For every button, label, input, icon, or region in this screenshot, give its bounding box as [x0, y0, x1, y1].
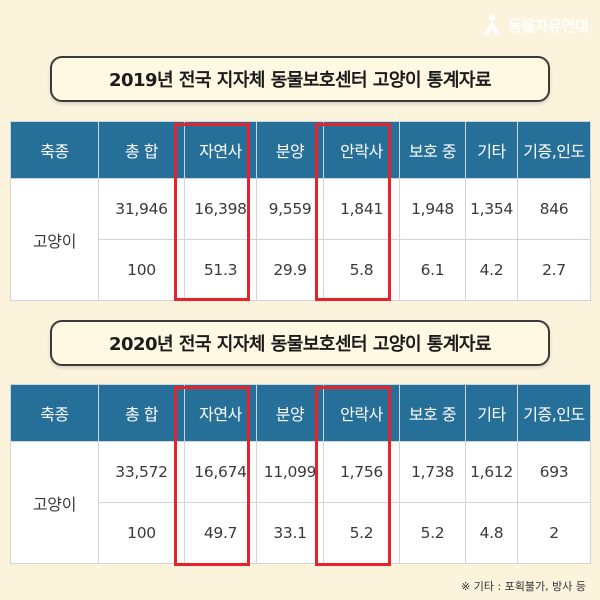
count-natural-death: 16,674	[184, 441, 257, 503]
header-total: 총 합	[98, 121, 185, 179]
header-in-protection: 보호 중	[399, 121, 466, 179]
count-donation: 846	[517, 178, 591, 240]
header-natural-death: 자연사	[184, 384, 257, 442]
table-2020-title: 2020년 전국 지자체 동물보호센터 고양이 통계자료	[50, 320, 550, 366]
table-row-percents: 100 51.3 29.9 5.8 6.1 4.2 2.7	[11, 239, 591, 301]
count-natural-death: 16,398	[184, 178, 257, 240]
header-adoption: 분양	[256, 384, 324, 442]
figure-logo-icon	[483, 14, 502, 35]
percent-adoption: 29.9	[256, 239, 324, 301]
count-euthanasia: 1,841	[323, 178, 400, 240]
count-other: 1,354	[465, 178, 518, 240]
stats-table-2020: 축종 총 합 자연사 분양 안락사 보호 중 기타 기증,인도 고양이 33,5…	[10, 384, 591, 564]
count-adoption: 9,559	[256, 178, 324, 240]
table-row-percents: 100 49.7 33.1 5.2 5.2 4.8 2	[11, 502, 591, 564]
header-donation: 기증,인도	[517, 384, 591, 442]
count-total: 31,946	[98, 178, 185, 240]
count-in-protection: 1,738	[399, 441, 466, 503]
header-natural-death: 자연사	[184, 121, 257, 179]
table-2019-title: 2019년 전국 지자체 동물보호센터 고양이 통계자료	[50, 56, 550, 102]
count-other: 1,612	[465, 441, 518, 503]
header-euthanasia: 안락사	[323, 121, 400, 179]
header-species: 축종	[10, 384, 99, 442]
count-adoption: 11,099	[256, 441, 324, 503]
count-in-protection: 1,948	[399, 178, 466, 240]
row-label-cat: 고양이	[10, 441, 99, 564]
header-euthanasia: 안락사	[323, 384, 400, 442]
header-other: 기타	[465, 384, 518, 442]
percent-other: 4.8	[465, 502, 518, 564]
percent-in-protection: 6.1	[399, 239, 466, 301]
header-in-protection: 보호 중	[399, 384, 466, 442]
table-header-row: 축종 총 합 자연사 분양 안락사 보호 중 기타 기증,인도	[10, 384, 591, 442]
stats-table-2019: 축종 총 합 자연사 분양 안락사 보호 중 기타 기증,인도 고양이 31,9…	[10, 121, 591, 301]
header-total: 총 합	[98, 384, 185, 442]
count-euthanasia: 1,756	[323, 441, 400, 503]
percent-euthanasia: 5.2	[323, 502, 400, 564]
logo-text: 동물자유연대	[508, 16, 588, 35]
percent-other: 4.2	[465, 239, 518, 301]
logo: 동물자유연대	[479, 14, 588, 36]
header-adoption: 분양	[256, 121, 324, 179]
percent-in-protection: 5.2	[399, 502, 466, 564]
percent-donation: 2	[517, 502, 591, 564]
row-label-cat: 고양이	[10, 178, 99, 301]
count-total: 33,572	[98, 441, 185, 503]
percent-donation: 2.7	[517, 239, 591, 301]
header-species: 축종	[10, 121, 99, 179]
percent-adoption: 33.1	[256, 502, 324, 564]
percent-total: 100	[98, 239, 185, 301]
table-row-counts: 고양이 33,572 16,674 11,099 1,756 1,738 1,6…	[10, 441, 591, 564]
table-header-row: 축종 총 합 자연사 분양 안락사 보호 중 기타 기증,인도	[10, 121, 591, 179]
header-other: 기타	[465, 121, 518, 179]
percent-natural-death: 51.3	[184, 239, 257, 301]
count-donation: 693	[517, 441, 591, 503]
table-row-counts: 고양이 31,946 16,398 9,559 1,841 1,948 1,35…	[10, 178, 591, 301]
percent-euthanasia: 5.8	[323, 239, 400, 301]
percent-total: 100	[98, 502, 185, 564]
percent-natural-death: 49.7	[184, 502, 257, 564]
header-donation: 기증,인도	[517, 121, 591, 179]
footnote: ※ 기타 : 포획불가, 방사 등	[461, 580, 586, 593]
